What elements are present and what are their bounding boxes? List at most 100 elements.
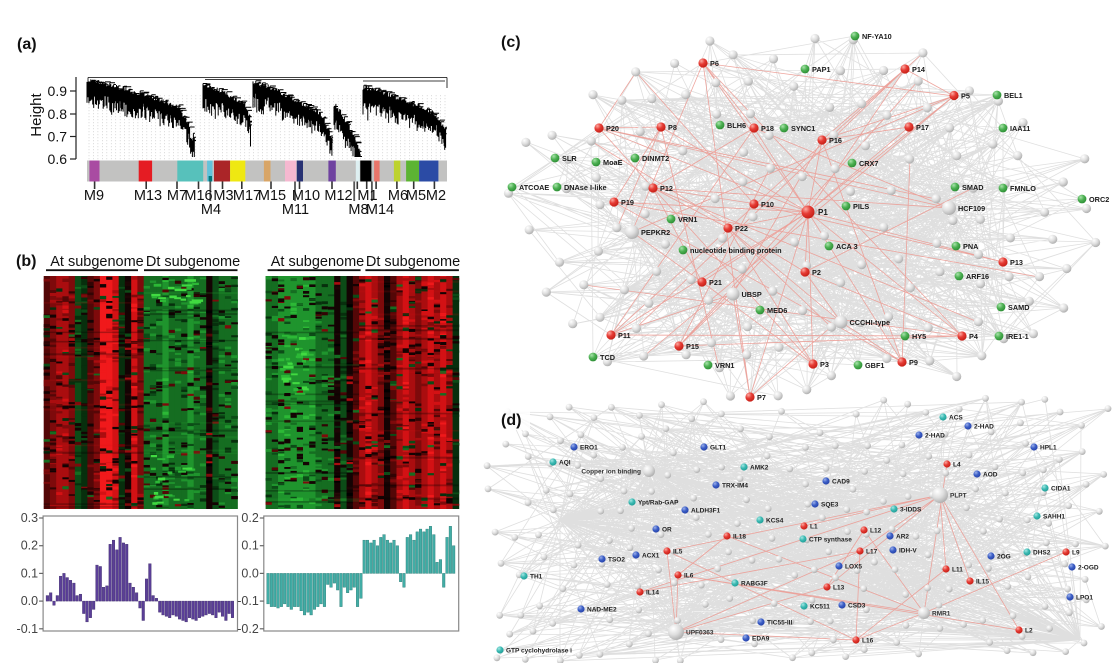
svg-text:GTP cyclohydrolase i: GTP cyclohydrolase i <box>506 648 572 655</box>
svg-text:0.0: 0.0 <box>241 566 258 580</box>
svg-text:P14: P14 <box>912 65 926 74</box>
svg-text:P7: P7 <box>757 393 766 402</box>
svg-text:P13: P13 <box>1010 258 1023 267</box>
svg-text:P18: P18 <box>761 124 774 133</box>
svg-text:OR: OR <box>662 527 672 534</box>
svg-text:(c): (c) <box>501 34 521 51</box>
svg-text:CSD3: CSD3 <box>848 603 866 610</box>
svg-text:At subgenome: At subgenome <box>271 254 365 270</box>
svg-text:P8: P8 <box>668 123 677 132</box>
svg-text:SQE3: SQE3 <box>821 502 839 509</box>
svg-text:ACS: ACS <box>949 415 963 422</box>
svg-text:P4: P4 <box>969 332 979 341</box>
svg-text:0.2: 0.2 <box>21 539 38 553</box>
svg-text:IRE1-1: IRE1-1 <box>1006 332 1029 341</box>
svg-text:CCCHI-type: CCCHI-type <box>850 318 891 327</box>
svg-text:IL15: IL15 <box>976 579 989 586</box>
svg-text:M10: M10 <box>292 188 320 204</box>
svg-text:Ypt/Rab-GAP: Ypt/Rab-GAP <box>638 500 679 507</box>
svg-text:L9: L9 <box>1072 550 1080 557</box>
svg-text:BLH6: BLH6 <box>727 121 746 130</box>
svg-text:KCS4: KCS4 <box>766 518 784 525</box>
svg-text:SAMD: SAMD <box>1008 303 1030 312</box>
svg-text:nucleotide binding protein: nucleotide binding protein <box>690 246 782 255</box>
svg-text:AR2: AR2 <box>896 534 909 541</box>
svg-text:TH1: TH1 <box>530 574 543 581</box>
svg-text:3-IDDS: 3-IDDS <box>900 507 922 514</box>
svg-text:CIDA1: CIDA1 <box>1051 486 1071 493</box>
svg-text:0.6: 0.6 <box>48 151 68 167</box>
svg-text:M7: M7 <box>167 188 187 204</box>
svg-text:P2: P2 <box>812 268 821 277</box>
svg-text:2OG: 2OG <box>997 554 1011 561</box>
svg-text:TSO2: TSO2 <box>608 557 625 564</box>
svg-text:M1: M1 <box>357 188 377 204</box>
svg-text:P20: P20 <box>606 124 619 133</box>
svg-text:0.1: 0.1 <box>241 539 258 553</box>
svg-text:CAD9: CAD9 <box>832 479 850 486</box>
svg-text:-0.1: -0.1 <box>237 594 259 608</box>
svg-text:ALDH3F1: ALDH3F1 <box>691 508 721 515</box>
svg-text:(d): (d) <box>501 412 521 429</box>
svg-text:SMAD: SMAD <box>962 183 984 192</box>
svg-text:DHS2: DHS2 <box>1033 550 1051 557</box>
svg-text:FMNLO: FMNLO <box>1010 184 1036 193</box>
svg-text:L4: L4 <box>953 462 961 469</box>
svg-text:L2: L2 <box>1025 628 1033 635</box>
svg-text:TIC55-III: TIC55-III <box>767 620 792 627</box>
svg-text:P1: P1 <box>818 208 828 217</box>
svg-text:MED6: MED6 <box>767 306 787 315</box>
svg-text:DINMT2: DINMT2 <box>642 154 669 163</box>
svg-text:Dt subgenome: Dt subgenome <box>146 254 240 270</box>
svg-text:EDA9: EDA9 <box>752 636 770 643</box>
svg-text:NAD-ME2: NAD-ME2 <box>587 607 617 614</box>
svg-text:P21: P21 <box>709 278 722 287</box>
svg-text:UPF0363: UPF0363 <box>686 630 714 637</box>
svg-text:PILS: PILS <box>853 202 869 211</box>
svg-text:CRX7: CRX7 <box>859 159 878 168</box>
svg-text:HCF109: HCF109 <box>958 204 985 213</box>
svg-text:NF-YA10: NF-YA10 <box>862 32 892 41</box>
svg-text:P12: P12 <box>660 184 673 193</box>
svg-text:M14: M14 <box>366 202 394 218</box>
svg-text:ERO1: ERO1 <box>580 445 598 452</box>
svg-text:TRX-IM4: TRX-IM4 <box>722 483 748 490</box>
svg-text:P9: P9 <box>909 358 918 367</box>
svg-text:VRN1: VRN1 <box>715 361 734 370</box>
svg-text:SAHH1: SAHH1 <box>1043 514 1065 521</box>
svg-text:IL14: IL14 <box>646 590 659 597</box>
svg-text:SYNC1: SYNC1 <box>791 124 815 133</box>
svg-text:M2: M2 <box>426 188 446 204</box>
svg-text:P3: P3 <box>820 360 829 369</box>
svg-text:0.1: 0.1 <box>21 566 38 580</box>
svg-text:P17: P17 <box>916 123 929 132</box>
svg-text:IDH-V: IDH-V <box>899 548 917 555</box>
svg-text:M11: M11 <box>282 202 309 218</box>
svg-text:RMR1: RMR1 <box>932 611 951 618</box>
svg-text:BEL1: BEL1 <box>1004 91 1023 100</box>
svg-text:PLPT: PLPT <box>950 493 967 500</box>
svg-text:M8: M8 <box>348 202 368 218</box>
svg-text:IL18: IL18 <box>733 534 746 541</box>
svg-text:M9: M9 <box>84 188 104 204</box>
svg-text:PNA: PNA <box>963 242 979 251</box>
svg-text:AMK2: AMK2 <box>750 465 769 472</box>
svg-text:M15: M15 <box>258 188 286 204</box>
svg-text:0.7: 0.7 <box>48 129 68 145</box>
svg-text:P5: P5 <box>961 92 970 101</box>
svg-text:P22: P22 <box>735 224 748 233</box>
svg-text:(a): (a) <box>17 36 37 53</box>
svg-text:ACA 3: ACA 3 <box>836 242 858 251</box>
svg-text:AQI: AQI <box>559 460 571 467</box>
svg-text:L17: L17 <box>866 549 878 556</box>
svg-text:M12: M12 <box>324 188 352 204</box>
svg-text:M13: M13 <box>134 188 162 204</box>
svg-text:(b): (b) <box>16 253 36 270</box>
svg-text:AOD: AOD <box>983 472 998 479</box>
svg-text:KC511: KC511 <box>810 604 830 611</box>
svg-text:LPO1: LPO1 <box>1076 595 1093 602</box>
svg-text:2-HAD: 2-HAD <box>974 424 994 431</box>
svg-text:DNAse I-like: DNAse I-like <box>564 183 607 192</box>
svg-text:L11: L11 <box>952 567 963 574</box>
svg-text:0.0: 0.0 <box>21 594 38 608</box>
